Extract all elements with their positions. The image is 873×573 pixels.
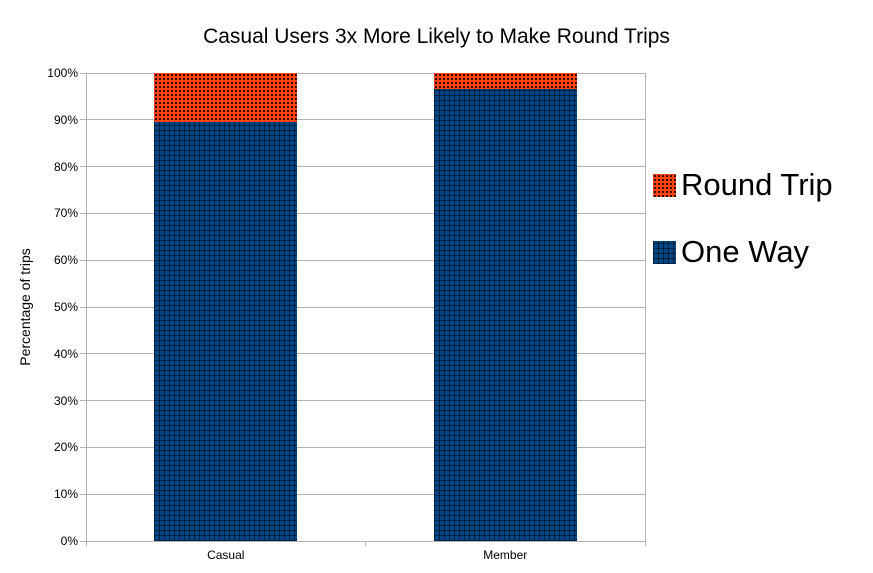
legend: Round Trip One Way: [653, 167, 833, 301]
y-axis-title: Percentage of trips: [17, 248, 33, 366]
legend-swatch-icon: [653, 240, 676, 264]
gridline-20%: [86, 446, 645, 448]
legend-label: Round Trip: [681, 167, 833, 202]
x-category-label-casual: Casual: [207, 548, 245, 562]
y-axis-tick: [80, 306, 86, 308]
y-axis-tick: [80, 212, 86, 214]
gridline-80%: [86, 166, 645, 168]
bar-casual-one-way: [154, 122, 298, 541]
gridline-90%: [86, 119, 645, 121]
x-axis-tick: [85, 541, 87, 546]
y-tick-label-100%: 100%: [47, 66, 78, 80]
y-axis-tick: [80, 72, 86, 74]
y-axis-tick: [80, 259, 86, 261]
y-tick-label-70%: 70%: [53, 206, 78, 221]
y-axis-tick: [80, 119, 86, 121]
x-category-label-member: Member: [483, 548, 528, 562]
gridline-50%: [86, 306, 645, 308]
y-axis-tick: [80, 446, 86, 448]
y-tick-label-50%: 50%: [53, 300, 78, 314]
y-tick-label-60%: 60%: [53, 253, 78, 268]
bar-member-one-way: [433, 89, 577, 541]
legend-swatch-icon: [653, 173, 676, 197]
gridline-10%: [86, 493, 645, 495]
y-tick-label-20%: 20%: [53, 440, 78, 455]
gridline-60%: [86, 259, 645, 261]
y-axis-tick: [80, 400, 86, 402]
bar-casual-round-trip: [154, 73, 298, 123]
y-axis-line: [85, 73, 87, 546]
x-axis-tick: [644, 541, 646, 546]
plot-area: [85, 72, 646, 546]
legend-entry-round-trip: Round Trip: [653, 167, 833, 203]
gridline-30%: [86, 400, 645, 402]
y-tick-label-30%: 30%: [53, 393, 78, 408]
y-axis-tick: [80, 166, 86, 168]
y-tick-label-90%: 90%: [53, 112, 78, 127]
y-axis-tick: [80, 493, 86, 495]
y-tick-label-40%: 40%: [53, 346, 78, 361]
legend-label: One Way: [681, 234, 810, 269]
gridline-40%: [86, 353, 645, 355]
y-tick-label-10%: 10%: [53, 487, 78, 502]
legend-entry-one-way: One Way: [653, 234, 833, 270]
x-axis-tick: [365, 541, 366, 546]
chart-title: Casual Users 3x More Likely to Make Roun…: [203, 25, 670, 48]
y-tick-label-80%: 80%: [53, 159, 78, 174]
y-axis-tick: [80, 353, 86, 355]
gridline-100%: [86, 72, 645, 74]
bar-member-round-trip: [433, 73, 577, 90]
plot-right-border: [644, 73, 646, 541]
y-axis-tick: [80, 540, 86, 542]
gridline-70%: [86, 212, 645, 214]
y-tick-label-0%: 0%: [60, 534, 78, 548]
